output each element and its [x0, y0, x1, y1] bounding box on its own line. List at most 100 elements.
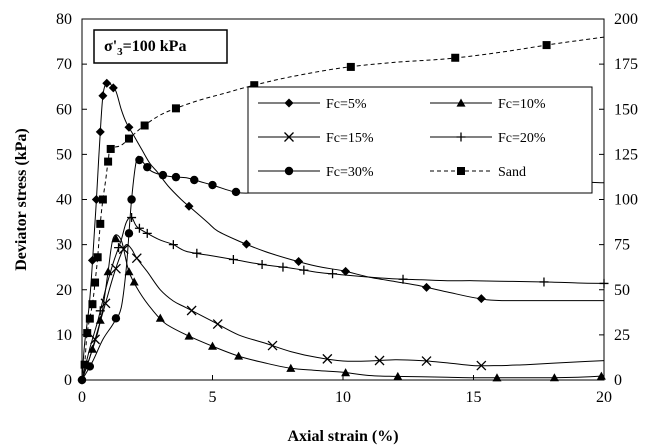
data-point-fc-15 — [131, 253, 142, 264]
series-sand — [80, 36, 605, 381]
legend-marker-fc-20 — [456, 132, 466, 142]
data-point-fc-10 — [286, 363, 296, 372]
data-point-fc-15 — [118, 244, 129, 255]
y-axis-label: Deviator stress (kPa) — [13, 128, 30, 271]
data-point-fc-20 — [114, 243, 124, 253]
legend-box — [247, 86, 593, 194]
legend-label-fc-10: Fc=10% — [498, 97, 546, 112]
data-point-fc-15 — [322, 353, 333, 364]
data-point-fc-10 — [549, 373, 559, 382]
data-point-fc-15 — [267, 340, 278, 351]
y2-tick-label: 200 — [614, 11, 638, 28]
data-point-fc-10 — [596, 371, 606, 380]
legend-marker-fc-5 — [284, 98, 294, 108]
data-point-sand — [346, 62, 355, 71]
data-point-fc-20 — [257, 259, 267, 269]
x-tick-label: 5 — [209, 389, 217, 406]
y2-tick-label: 150 — [614, 101, 638, 118]
y2-tick-label: 50 — [614, 282, 630, 299]
data-point-fc-10 — [184, 331, 194, 340]
data-point-sand — [91, 278, 100, 287]
legend-marker-fc-15 — [284, 132, 294, 142]
annotation-text: σ'3=100 kPa — [104, 38, 186, 58]
data-point-fc-20 — [539, 277, 549, 287]
series-line-fc-20 — [81, 216, 605, 381]
data-point-sand — [124, 134, 133, 143]
data-point-fc-10 — [393, 371, 403, 381]
data-point-fc-5 — [124, 122, 134, 132]
data-point-fc-20 — [95, 306, 105, 316]
data-point-fc-15 — [90, 334, 101, 345]
series-line-fc-10 — [81, 234, 605, 381]
y2-tick-label: 75 — [614, 237, 630, 254]
data-point-fc-30 — [111, 314, 121, 323]
data-point-fc-30 — [135, 155, 144, 165]
annotation-box — [93, 29, 228, 64]
y-tick-label: 50 — [56, 146, 72, 163]
data-point-sand — [85, 314, 94, 323]
data-point-fc-15 — [186, 305, 197, 316]
data-point-fc-30 — [190, 175, 199, 185]
data-point-sand — [171, 104, 180, 113]
data-point-fc-30 — [158, 170, 168, 180]
data-point-fc-10 — [341, 368, 351, 377]
y-tick-label: 40 — [56, 192, 72, 209]
data-point-fc-10 — [155, 313, 165, 322]
data-point-fc-10 — [492, 373, 502, 382]
data-point-fc-5 — [241, 239, 251, 249]
data-point-fc-15 — [212, 319, 223, 330]
data-point-fc-20 — [278, 262, 288, 272]
y-tick-label: 10 — [56, 327, 72, 344]
data-point-fc-5 — [108, 83, 118, 93]
data-point-fc-20 — [328, 269, 338, 279]
data-point-fc-20 — [228, 255, 238, 265]
legend-marker-fc-10 — [456, 98, 466, 107]
y-tick-label: 80 — [56, 11, 72, 28]
data-point-sand — [451, 53, 460, 62]
legend-marker-fc-30 — [284, 166, 294, 176]
data-point-sand — [88, 300, 97, 309]
data-point-sand — [98, 195, 107, 204]
legend-marker-sand — [457, 167, 465, 175]
series-fc-15 — [81, 244, 605, 381]
data-point-sand — [140, 121, 149, 130]
data-point-fc-15 — [476, 360, 487, 371]
data-point-fc-5 — [422, 282, 432, 292]
data-point-fc-20 — [192, 248, 202, 258]
y2-tick-label: 25 — [614, 327, 630, 344]
annotation-main: σ' — [104, 38, 117, 55]
data-point-fc-20 — [142, 228, 152, 238]
legend-label-sand: Sand — [498, 165, 526, 180]
data-point-fc-15 — [421, 356, 432, 367]
data-point-fc-30 — [124, 229, 134, 238]
data-point-fc-5 — [98, 91, 108, 101]
data-point-fc-30 — [143, 162, 152, 172]
x-tick-label: 15 — [466, 389, 482, 406]
data-point-fc-20 — [599, 278, 609, 288]
x-axis-label: Axial strain (%) — [287, 428, 398, 445]
data-point-fc-20 — [168, 240, 178, 250]
data-point-fc-20 — [134, 223, 144, 233]
legend-label-fc-5: Fc=5% — [326, 97, 367, 112]
y-tick-label: 30 — [56, 237, 72, 254]
data-point-fc-30 — [127, 195, 136, 204]
y2-tick-label: 125 — [614, 146, 638, 163]
legend-label-fc-15: Fc=15% — [326, 131, 374, 146]
data-point-fc-5 — [294, 257, 304, 267]
data-point-fc-20 — [299, 265, 309, 275]
data-point-fc-20 — [127, 213, 137, 223]
data-point-fc-5 — [476, 294, 486, 304]
data-point-fc-10 — [129, 277, 139, 286]
annotation-rest: =100 kPa — [123, 38, 187, 55]
data-point-fc-20 — [398, 274, 408, 284]
data-point-sand — [104, 157, 113, 166]
series-line-fc-15 — [81, 244, 605, 381]
data-point-sand — [542, 41, 551, 50]
y2-tick-label: 175 — [614, 56, 638, 73]
y-tick-label: 0 — [64, 372, 72, 389]
data-point-sand — [93, 253, 102, 262]
data-point-sand — [250, 81, 259, 90]
data-point-sand — [83, 329, 92, 338]
data-point-fc-10 — [111, 234, 121, 243]
